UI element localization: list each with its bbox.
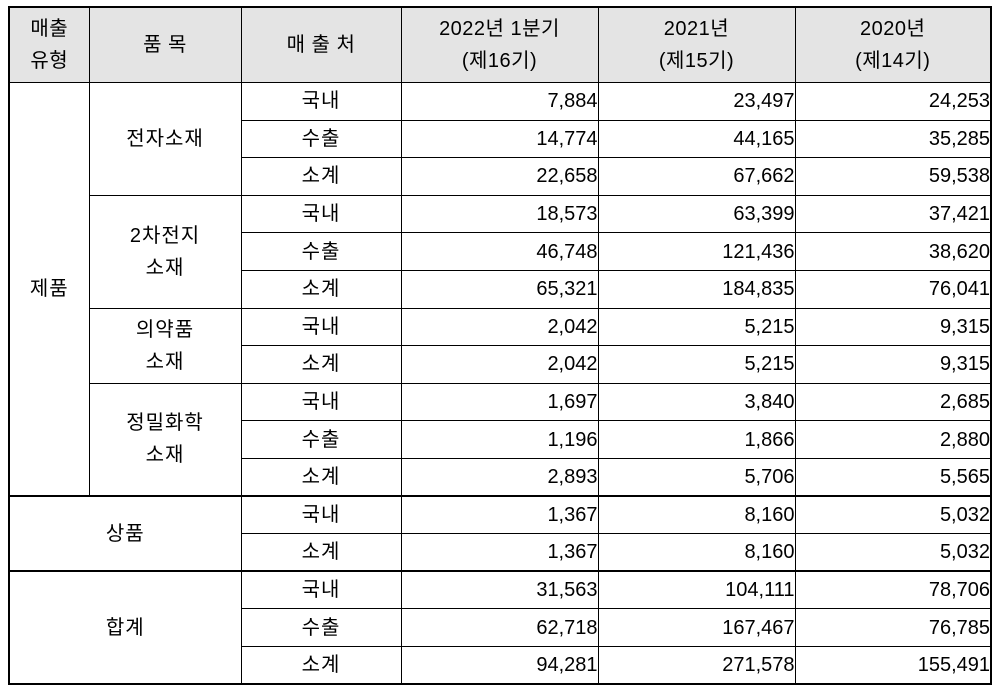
value-cell-2022q1: 1,697: [400, 382, 599, 422]
value-cell-2022q1: 2,042: [400, 307, 599, 347]
value-cell-2021: 8,160: [597, 533, 796, 572]
channel-cell: 소계: [240, 457, 402, 497]
table-row: 수출 1,196 1,866 2,880: [9, 420, 992, 459]
value-cell-2020: 76,785: [794, 608, 992, 647]
value-cell-2020: 38,620: [794, 232, 992, 271]
value-cell-2021: 3,840: [597, 382, 796, 422]
value-cell-2020: 37,421: [794, 194, 992, 234]
table-row: 소계 1,367 8,160 5,032: [9, 533, 992, 572]
sales-by-product-table: 매출 유형 품 목 매 출 처 2022년 1분기 (제16기) 2021년 (…: [8, 6, 992, 685]
header-2020: 2020년 (제14기): [794, 6, 992, 83]
item-cell-fine-chemical-materials: 정밀화학 소재: [88, 382, 242, 497]
value-cell-2020: 59,538: [794, 157, 992, 196]
channel-cell: 국내: [240, 570, 402, 610]
table-row: 상품 국내 1,367 8,160 5,032: [8, 495, 992, 572]
table-row: 수출 46,748 121,436 38,620: [9, 232, 992, 271]
value-cell-2020: 35,285: [794, 119, 992, 159]
value-cell-2022q1: 65,321: [400, 269, 599, 309]
value-cell-2022q1: 94,281: [400, 645, 599, 685]
channel-cell: 국내: [240, 382, 402, 422]
table-row: 정밀화학 소재 국내 1,697 3,840 2,685: [9, 382, 992, 497]
value-cell-2020: 2,685: [794, 382, 992, 422]
value-cell-2022q1: 14,774: [400, 119, 599, 159]
header-channel: 매 출 처: [240, 6, 402, 83]
table-row: 합계 국내 31,563 104,111 78,706: [8, 570, 992, 685]
table-row: 수출 14,774 44,165 35,285: [9, 119, 992, 159]
value-cell-2021: 23,497: [597, 82, 796, 121]
header-row: 매출 유형 품 목 매 출 처 2022년 1분기 (제16기) 2021년 (…: [8, 6, 992, 83]
channel-cell: 소계: [240, 533, 402, 572]
value-cell-2020: 78,706: [794, 570, 992, 610]
channel-cell: 수출: [240, 119, 402, 159]
value-cell-2020: 155,491: [794, 645, 992, 685]
header-2022-q1: 2022년 1분기 (제16기): [400, 6, 599, 83]
value-cell-2021: 5,215: [597, 307, 796, 347]
channel-cell: 소계: [240, 157, 402, 196]
type-cell-product: 제품: [8, 82, 90, 497]
value-cell-2020: 9,315: [794, 307, 992, 347]
table-row: 소계 94,281 271,578 155,491: [9, 645, 992, 685]
value-cell-2020: 9,315: [794, 345, 992, 384]
channel-cell: 소계: [240, 345, 402, 384]
channel-cell: 국내: [240, 307, 402, 347]
header-item: 품 목: [88, 6, 242, 83]
value-cell-2021: 5,215: [597, 345, 796, 384]
table-body: 제품 전자소재 국내 7,884 23,497 24,253 수출 14,774…: [8, 82, 992, 685]
value-cell-2022q1: 46,748: [400, 232, 599, 271]
header-sales-type: 매출 유형: [8, 6, 90, 83]
value-cell-2020: 2,880: [794, 420, 992, 459]
channel-cell: 수출: [240, 420, 402, 459]
table-row: 제품 전자소재 국내 7,884 23,497 24,253: [8, 82, 992, 497]
value-cell-2022q1: 1,367: [400, 533, 599, 572]
channel-cell: 국내: [240, 82, 402, 121]
table-row: 의약품 소재 국내 2,042 5,215 9,315: [9, 307, 992, 384]
value-cell-2021: 67,662: [597, 157, 796, 196]
value-cell-2022q1: 22,658: [400, 157, 599, 196]
value-cell-2022q1: 2,042: [400, 345, 599, 384]
value-cell-2021: 271,578: [597, 645, 796, 685]
value-cell-2022q1: 18,573: [400, 194, 599, 234]
value-cell-2021: 121,436: [597, 232, 796, 271]
value-cell-2022q1: 1,196: [400, 420, 599, 459]
channel-cell: 소계: [240, 645, 402, 685]
item-cell-pharmaceutical-materials: 의약품 소재: [88, 307, 242, 384]
value-cell-2021: 104,111: [597, 570, 796, 610]
value-cell-2021: 184,835: [597, 269, 796, 309]
value-cell-2021: 5,706: [597, 457, 796, 497]
value-cell-2021: 44,165: [597, 119, 796, 159]
item-cell-electronic-materials: 전자소재: [88, 82, 242, 196]
value-cell-2020: 76,041: [794, 269, 992, 309]
value-cell-2022q1: 7,884: [400, 82, 599, 121]
value-cell-2020: 5,032: [794, 495, 992, 535]
value-cell-2022q1: 2,893: [400, 457, 599, 497]
value-cell-2020: 5,565: [794, 457, 992, 497]
table-row: 소계 65,321 184,835 76,041: [9, 269, 992, 309]
value-cell-2022q1: 1,367: [400, 495, 599, 535]
table-header: 매출 유형 품 목 매 출 처 2022년 1분기 (제16기) 2021년 (…: [8, 6, 992, 83]
table-row: 소계 2,893 5,706 5,565: [9, 457, 992, 497]
value-cell-2021: 63,399: [597, 194, 796, 234]
value-cell-2022q1: 31,563: [400, 570, 599, 610]
value-cell-2020: 24,253: [794, 82, 992, 121]
channel-cell: 수출: [240, 608, 402, 647]
value-cell-2021: 8,160: [597, 495, 796, 535]
value-cell-2020: 5,032: [794, 533, 992, 572]
type-cell-total: 합계: [8, 570, 242, 685]
channel-cell: 국내: [240, 495, 402, 535]
channel-cell: 수출: [240, 232, 402, 271]
item-cell-secondary-battery-materials: 2차전지 소재: [88, 194, 242, 309]
table-row: 소계 2,042 5,215 9,315: [9, 345, 992, 384]
value-cell-2021: 1,866: [597, 420, 796, 459]
table-row: 소계 22,658 67,662 59,538: [9, 157, 992, 196]
header-2021: 2021년 (제15기): [597, 6, 796, 83]
type-cell-goods: 상품: [8, 495, 242, 572]
channel-cell: 소계: [240, 269, 402, 309]
table-row: 2차전지 소재 국내 18,573 63,399 37,421: [9, 194, 992, 309]
value-cell-2021: 167,467: [597, 608, 796, 647]
value-cell-2022q1: 62,718: [400, 608, 599, 647]
channel-cell: 국내: [240, 194, 402, 234]
